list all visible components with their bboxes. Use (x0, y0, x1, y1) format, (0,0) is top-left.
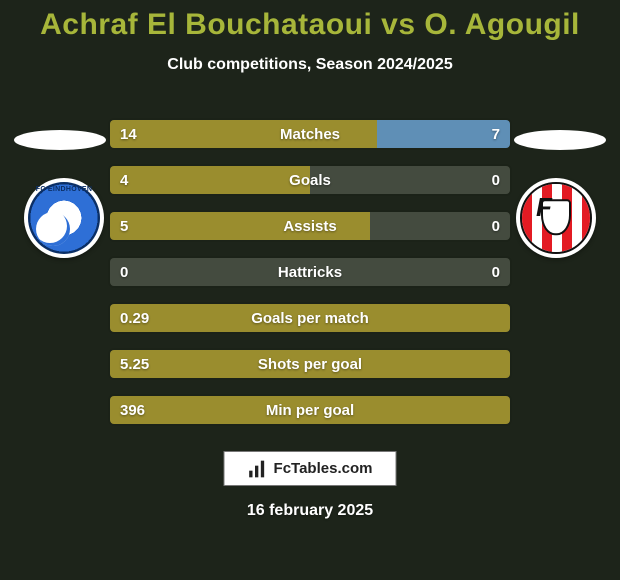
club-badge-left: FC EINDHOVEN (24, 178, 104, 258)
stat-row: Min per goal396 (110, 396, 510, 424)
utrecht-logo-icon: F (520, 182, 592, 254)
club-badge-right: F (516, 178, 596, 258)
page-title: Achraf El Bouchataoui vs O. Agougil (0, 0, 620, 42)
bar-left (110, 212, 370, 240)
bar-left (110, 350, 510, 378)
stat-row: Hattricks00 (110, 258, 510, 286)
stat-row: Goals per match0.29 (110, 304, 510, 332)
fctables-logo: FcTables.com (224, 451, 397, 486)
player-left-head (14, 130, 106, 150)
stat-row: Shots per goal5.25 (110, 350, 510, 378)
player-right-head (514, 130, 606, 150)
footer-date: 16 february 2025 (0, 502, 620, 520)
footer-logo-text: FcTables.com (274, 460, 373, 477)
bar-left (110, 396, 510, 424)
bar-left (110, 304, 510, 332)
stat-row: Assists50 (110, 212, 510, 240)
stat-row: Goals40 (110, 166, 510, 194)
subtitle: Club competitions, Season 2024/2025 (0, 56, 620, 74)
stat-row: Matches147 (110, 120, 510, 148)
eindhoven-logo-icon: FC EINDHOVEN (28, 182, 100, 254)
bar-neutral (370, 212, 510, 240)
bar-neutral (310, 166, 510, 194)
stats-bar-chart: Matches147 Goals40 Assists50 Hattricks00 Goa… (110, 120, 510, 442)
bars-icon (248, 459, 268, 479)
bar-right (377, 120, 510, 148)
bar-neutral (110, 258, 510, 286)
bar-left (110, 166, 310, 194)
bar-left (110, 120, 377, 148)
